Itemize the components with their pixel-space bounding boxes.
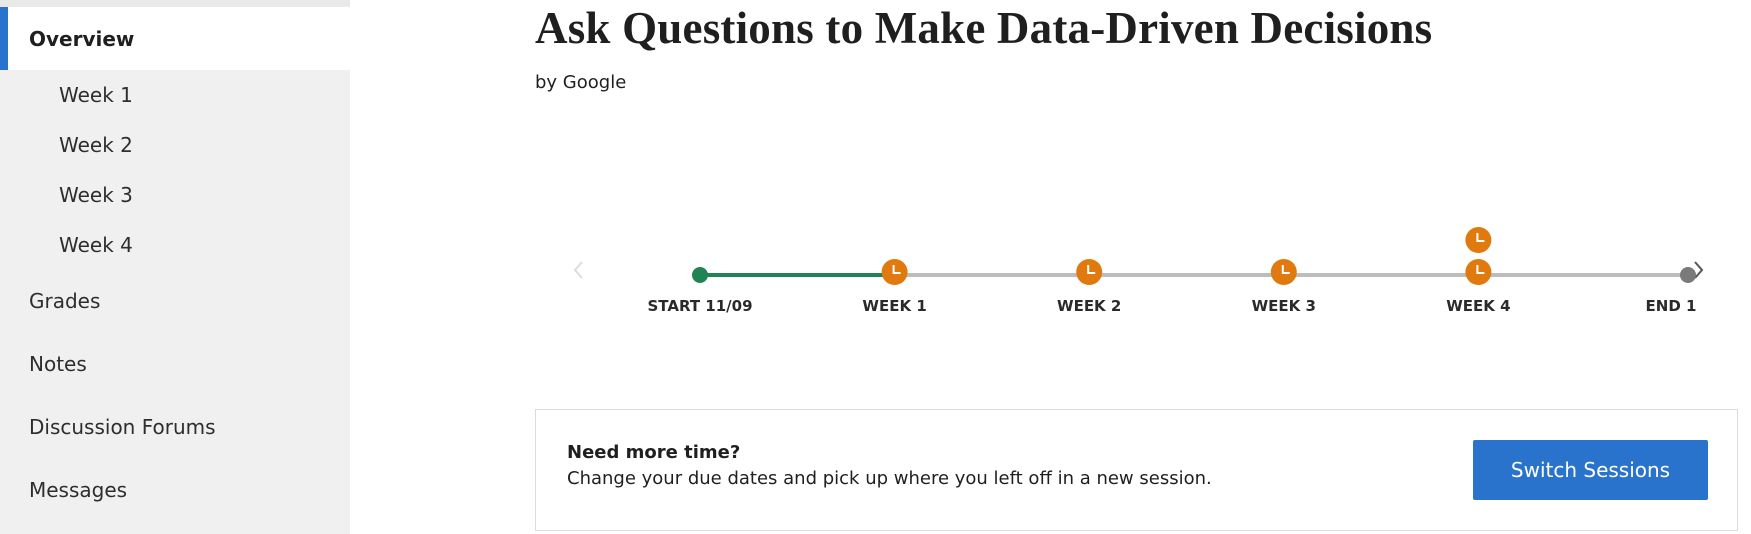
active-indicator: [0, 7, 8, 70]
session-heading: Need more time?: [567, 442, 741, 463]
timeline-track: [692, 227, 1696, 285]
timeline-milestone-label: START 11/09: [647, 297, 753, 315]
sidebar-top-strip: [0, 0, 350, 7]
clock-hands: [1476, 265, 1485, 274]
sidebar-item-label: Week 1: [59, 83, 133, 107]
sidebar-item-week-3[interactable]: Week 3: [0, 170, 350, 220]
clock-hands: [1476, 233, 1485, 242]
course-sidebar: Overview Week 1 Week 2 Week 3 Week 4 Gra…: [0, 0, 350, 534]
start-marker: [692, 267, 708, 283]
sidebar-item-overview[interactable]: Overview: [0, 7, 350, 70]
chevron-right-stroke: [1694, 261, 1704, 279]
chevron-left-icon: [573, 261, 583, 279]
timeline-next-button[interactable]: [1690, 259, 1708, 281]
timeline-milestone-label: WEEK 4: [1446, 297, 1511, 315]
sidebar-item-label: Week 4: [59, 233, 133, 257]
sidebar-item-grades[interactable]: Grades: [0, 270, 350, 332]
sidebar-item-label: Grades: [29, 289, 101, 313]
sidebar-item-label: Overview: [29, 26, 135, 51]
sidebar-item-week-1[interactable]: Week 1: [0, 70, 350, 120]
course-timeline: START 11/09 WEEK 1 WEEK 2 WEEK 3 WEEK 4 END 1: [560, 220, 1720, 330]
session-description: Change your due dates and pick up where …: [567, 468, 1212, 489]
sidebar-item-label: Discussion Forums: [29, 414, 216, 439]
clock-icon[interactable]: [1270, 259, 1297, 285]
timeline-milestone-label: WEEK 2: [1057, 297, 1122, 315]
timeline-milestone-label: WEEK 3: [1251, 297, 1316, 315]
clock-hands: [892, 265, 901, 274]
clock-icon[interactable]: [1465, 227, 1492, 253]
sidebar-item-label: Notes: [29, 351, 87, 376]
course-byline: by Google: [535, 72, 627, 93]
switch-sessions-card: Need more time? Change your due dates an…: [535, 409, 1738, 531]
sidebar-item-label: Messages: [29, 477, 128, 502]
sidebar-item-week-2[interactable]: Week 2: [0, 120, 350, 170]
sidebar-item-notes[interactable]: Notes: [0, 332, 350, 395]
timeline-milestone-label: WEEK 1: [862, 297, 927, 315]
clock-hands: [1281, 265, 1290, 274]
chevron-left-stroke: [573, 261, 583, 279]
sidebar-item-messages[interactable]: Messages: [0, 458, 350, 521]
sidebar-item-discussion-forums[interactable]: Discussion Forums: [0, 395, 350, 458]
sidebar-item-label: Week 3: [59, 183, 133, 207]
end-marker: [1680, 267, 1696, 283]
clock-icon[interactable]: [881, 259, 908, 285]
timeline-milestone-label: END 1: [1645, 297, 1697, 315]
sidebar-item-label: Week 2: [59, 133, 133, 157]
sidebar-item-week-4[interactable]: Week 4: [0, 220, 350, 270]
clock-icon[interactable]: [1465, 259, 1492, 285]
chevron-right-icon: [1694, 261, 1704, 279]
switch-sessions-button[interactable]: Switch Sessions: [1473, 440, 1708, 500]
course-title: Ask Questions to Make Data-Driven Decisi…: [535, 3, 1433, 53]
clock-icon[interactable]: [1076, 259, 1103, 285]
clock-hands: [1087, 265, 1096, 274]
timeline-prev-button[interactable]: [570, 259, 588, 281]
